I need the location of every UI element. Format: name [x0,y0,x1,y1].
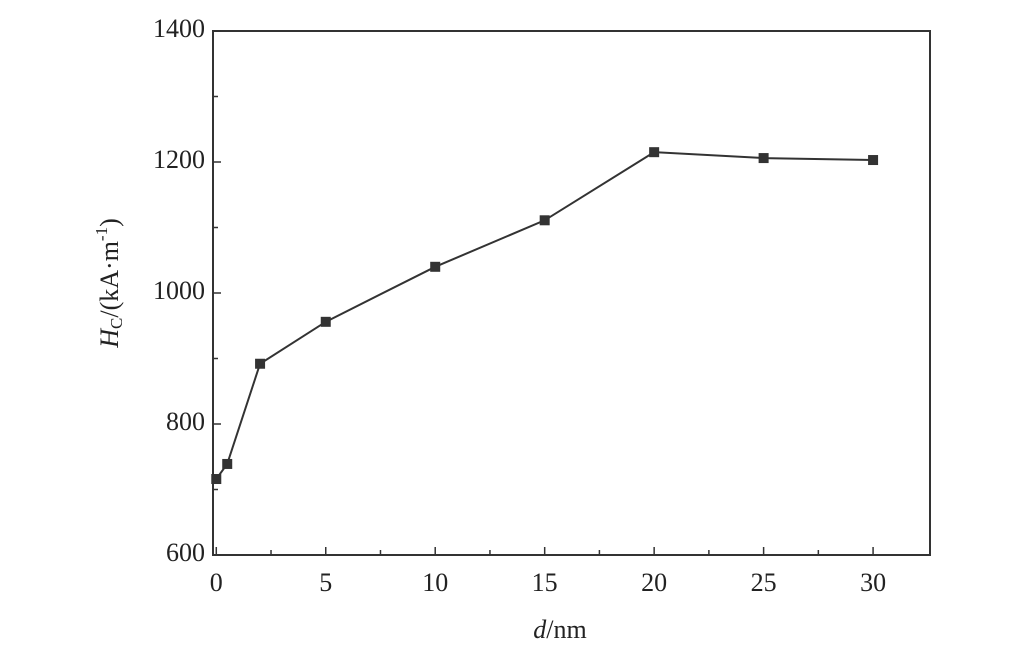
x-tick-label: 10 [422,568,448,597]
x-tick-label: 25 [751,568,777,597]
data-point [211,474,222,485]
x-tick-label: 15 [532,568,558,597]
x-tick-label: 20 [641,568,667,597]
y-label-unit: /(kA·m [95,241,124,318]
y-label-var: H [95,328,124,349]
y-label-sub: C [107,318,126,329]
y-tick-label: 1200 [153,145,205,174]
data-point [758,153,769,164]
data-point [868,155,879,166]
x-tick-label: 30 [860,568,886,597]
plot-frame [212,30,931,556]
x-label-unit: /nm [546,615,586,644]
y-label-sup: -1 [92,227,111,241]
x-label-var: d [533,615,547,644]
y-label-end: ) [95,218,124,227]
data-point [649,147,660,158]
data-point [320,316,331,327]
x-tick-label: 5 [319,568,332,597]
x-axis-label: d/nm [533,615,586,644]
y-tick-label: 1000 [153,276,205,305]
data-point [222,458,233,469]
data-point [255,358,266,369]
y-axis-label: HC/(kA·m-1) [92,218,126,349]
y-tick-label: 600 [166,538,205,567]
x-tick-label: 0 [210,568,223,597]
data-point [539,215,550,226]
y-tick-label: 1400 [153,14,205,43]
data-line [215,151,874,480]
y-tick-label: 800 [166,407,205,436]
data-point [430,261,441,272]
